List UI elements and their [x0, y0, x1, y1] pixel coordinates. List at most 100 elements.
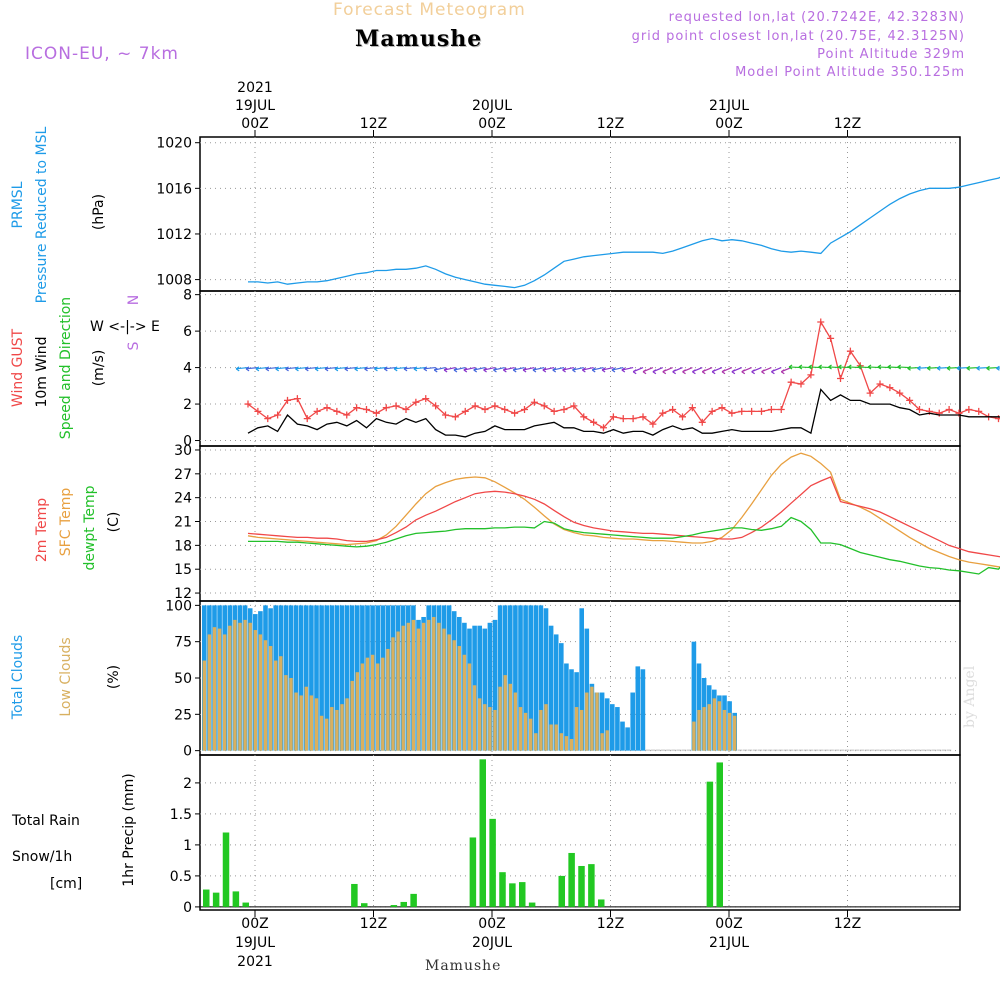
temperature-y-tick-label: 24	[174, 491, 192, 507]
low-cloud-bar	[274, 660, 278, 751]
wind-direction-arrowhead	[503, 367, 507, 373]
low-cloud-bar	[360, 663, 365, 751]
low-cloud-bar	[248, 622, 252, 751]
wind-direction-arrowhead	[828, 364, 832, 370]
wind-speed-line	[247, 388, 1000, 438]
low-cloud-bar	[381, 657, 385, 751]
wind-direction-arrow	[245, 366, 258, 370]
total-cloud-bar	[543, 608, 549, 751]
low-cloud-bar	[243, 619, 247, 751]
wind-gust-line	[247, 320, 1000, 429]
rain-bar	[716, 762, 723, 907]
wind-direction-arrowhead	[374, 366, 378, 372]
total-cloud-bar	[309, 605, 314, 751]
total-cloud-bar	[339, 605, 345, 751]
rain-bar	[469, 837, 477, 907]
wind-10m-label: 10m Wind	[34, 336, 50, 407]
rain-bar	[706, 781, 714, 907]
wind-y-tick-label: 2	[183, 397, 192, 413]
rain-bar	[568, 852, 575, 907]
temperature-frame	[199, 445, 961, 602]
total-cloud-bar	[865, 749, 870, 751]
temperature-y-tick-label: 15	[174, 562, 192, 578]
low-cloud-bar	[498, 686, 502, 751]
total-cloud-bar	[492, 619, 498, 751]
low-cloud-bar	[554, 724, 558, 751]
total-cloud-bar	[508, 605, 513, 751]
total-cloud-bar	[569, 669, 574, 751]
wind-direction-arrowhead	[304, 366, 309, 372]
wind-direction-arrowhead	[314, 366, 319, 372]
total-cloud-bar	[854, 749, 860, 751]
wind-direction-arrowhead	[662, 369, 667, 375]
low-cloud-bar	[539, 709, 543, 751]
low-cloud-bar	[483, 704, 487, 751]
total-cloud-bar	[859, 749, 865, 751]
rain-bar	[528, 902, 536, 907]
wind-gust-line-marker	[718, 404, 726, 412]
wind-direction-arrowhead	[354, 366, 359, 372]
total-cloud-bar	[564, 663, 569, 751]
pressure-line	[248, 176, 1000, 289]
total-cloud-bar	[553, 634, 559, 751]
precip-axis-label: 1hr Precip (mm)	[121, 773, 137, 886]
top-time-label: 00Z	[241, 116, 268, 132]
total-cloud-bar	[773, 749, 778, 751]
wind-direction-arrowhead	[393, 366, 398, 372]
wind-gust-line-marker	[866, 389, 874, 397]
low-clouds-label: Low Clouds	[58, 637, 74, 716]
wind-gust-line-marker	[392, 402, 400, 410]
rain-bar	[361, 903, 368, 907]
wind-direction-arrowhead	[731, 369, 736, 375]
temp-2m-line	[247, 476, 1000, 558]
total-cloud-bar	[482, 628, 488, 751]
low-cloud-bar	[207, 634, 212, 751]
wind-direction-arrow	[434, 367, 446, 371]
total-cloud-bar	[921, 749, 926, 751]
clouds-y-tick-label: 50	[174, 671, 192, 687]
wind-gust-line-marker	[530, 398, 538, 406]
total-cloud-bar	[538, 605, 544, 751]
pressure-frame	[199, 136, 961, 292]
wind-gust-line-marker	[511, 409, 519, 417]
low-cloud-bar	[421, 622, 426, 751]
wind-direction-arrow	[562, 367, 575, 371]
wind-gust-line-marker	[333, 407, 341, 415]
total-cloud-bar	[885, 749, 890, 751]
wind-gust-line-marker	[540, 402, 548, 410]
top-time-label: 12Z	[834, 116, 861, 132]
precip-y-tick-label: 1	[183, 838, 192, 854]
total-cloud-bar	[518, 605, 523, 751]
total-cloud-bar	[620, 721, 625, 751]
wind-gust-line-marker	[797, 380, 805, 388]
low-cloud-bar	[467, 663, 472, 751]
total-cloud-bar	[579, 608, 584, 751]
precip-panel	[195, 754, 961, 911]
wind-y-tick-label: 6	[183, 324, 192, 340]
wind-direction-arrowhead	[383, 366, 388, 372]
wind-gust-line-marker	[886, 384, 894, 392]
low-cloud-bar	[406, 622, 410, 751]
wind-direction-arrow	[552, 367, 565, 371]
wind-gust-line-marker	[303, 415, 311, 423]
wind-direction-arrow	[453, 367, 466, 371]
wind-gust-line-marker	[807, 371, 815, 379]
rain-bar	[598, 899, 605, 907]
total-cloud-bar	[763, 749, 768, 751]
wind-direction-arrowhead	[936, 365, 941, 371]
pressure-y-tick-label: 1016	[156, 181, 192, 197]
wind-direction-arrowhead	[443, 367, 448, 373]
total-cloud-bar	[905, 749, 911, 751]
total-cloud-bar	[625, 727, 630, 751]
wind-direction-arrowhead	[591, 367, 596, 373]
wind-direction-arrowhead	[463, 367, 468, 373]
wind-gust-line-marker	[708, 407, 716, 415]
low-cloud-bar	[590, 686, 594, 751]
wind-gust-line-marker	[382, 404, 390, 412]
total-cloud-bar	[314, 605, 319, 751]
wind-direction-arrow	[996, 367, 1000, 369]
wind-gust-line-marker	[965, 406, 973, 414]
wind-direction-arrowhead	[907, 365, 911, 371]
low-cloud-bar	[309, 695, 314, 751]
low-cloud-bar	[223, 634, 227, 751]
